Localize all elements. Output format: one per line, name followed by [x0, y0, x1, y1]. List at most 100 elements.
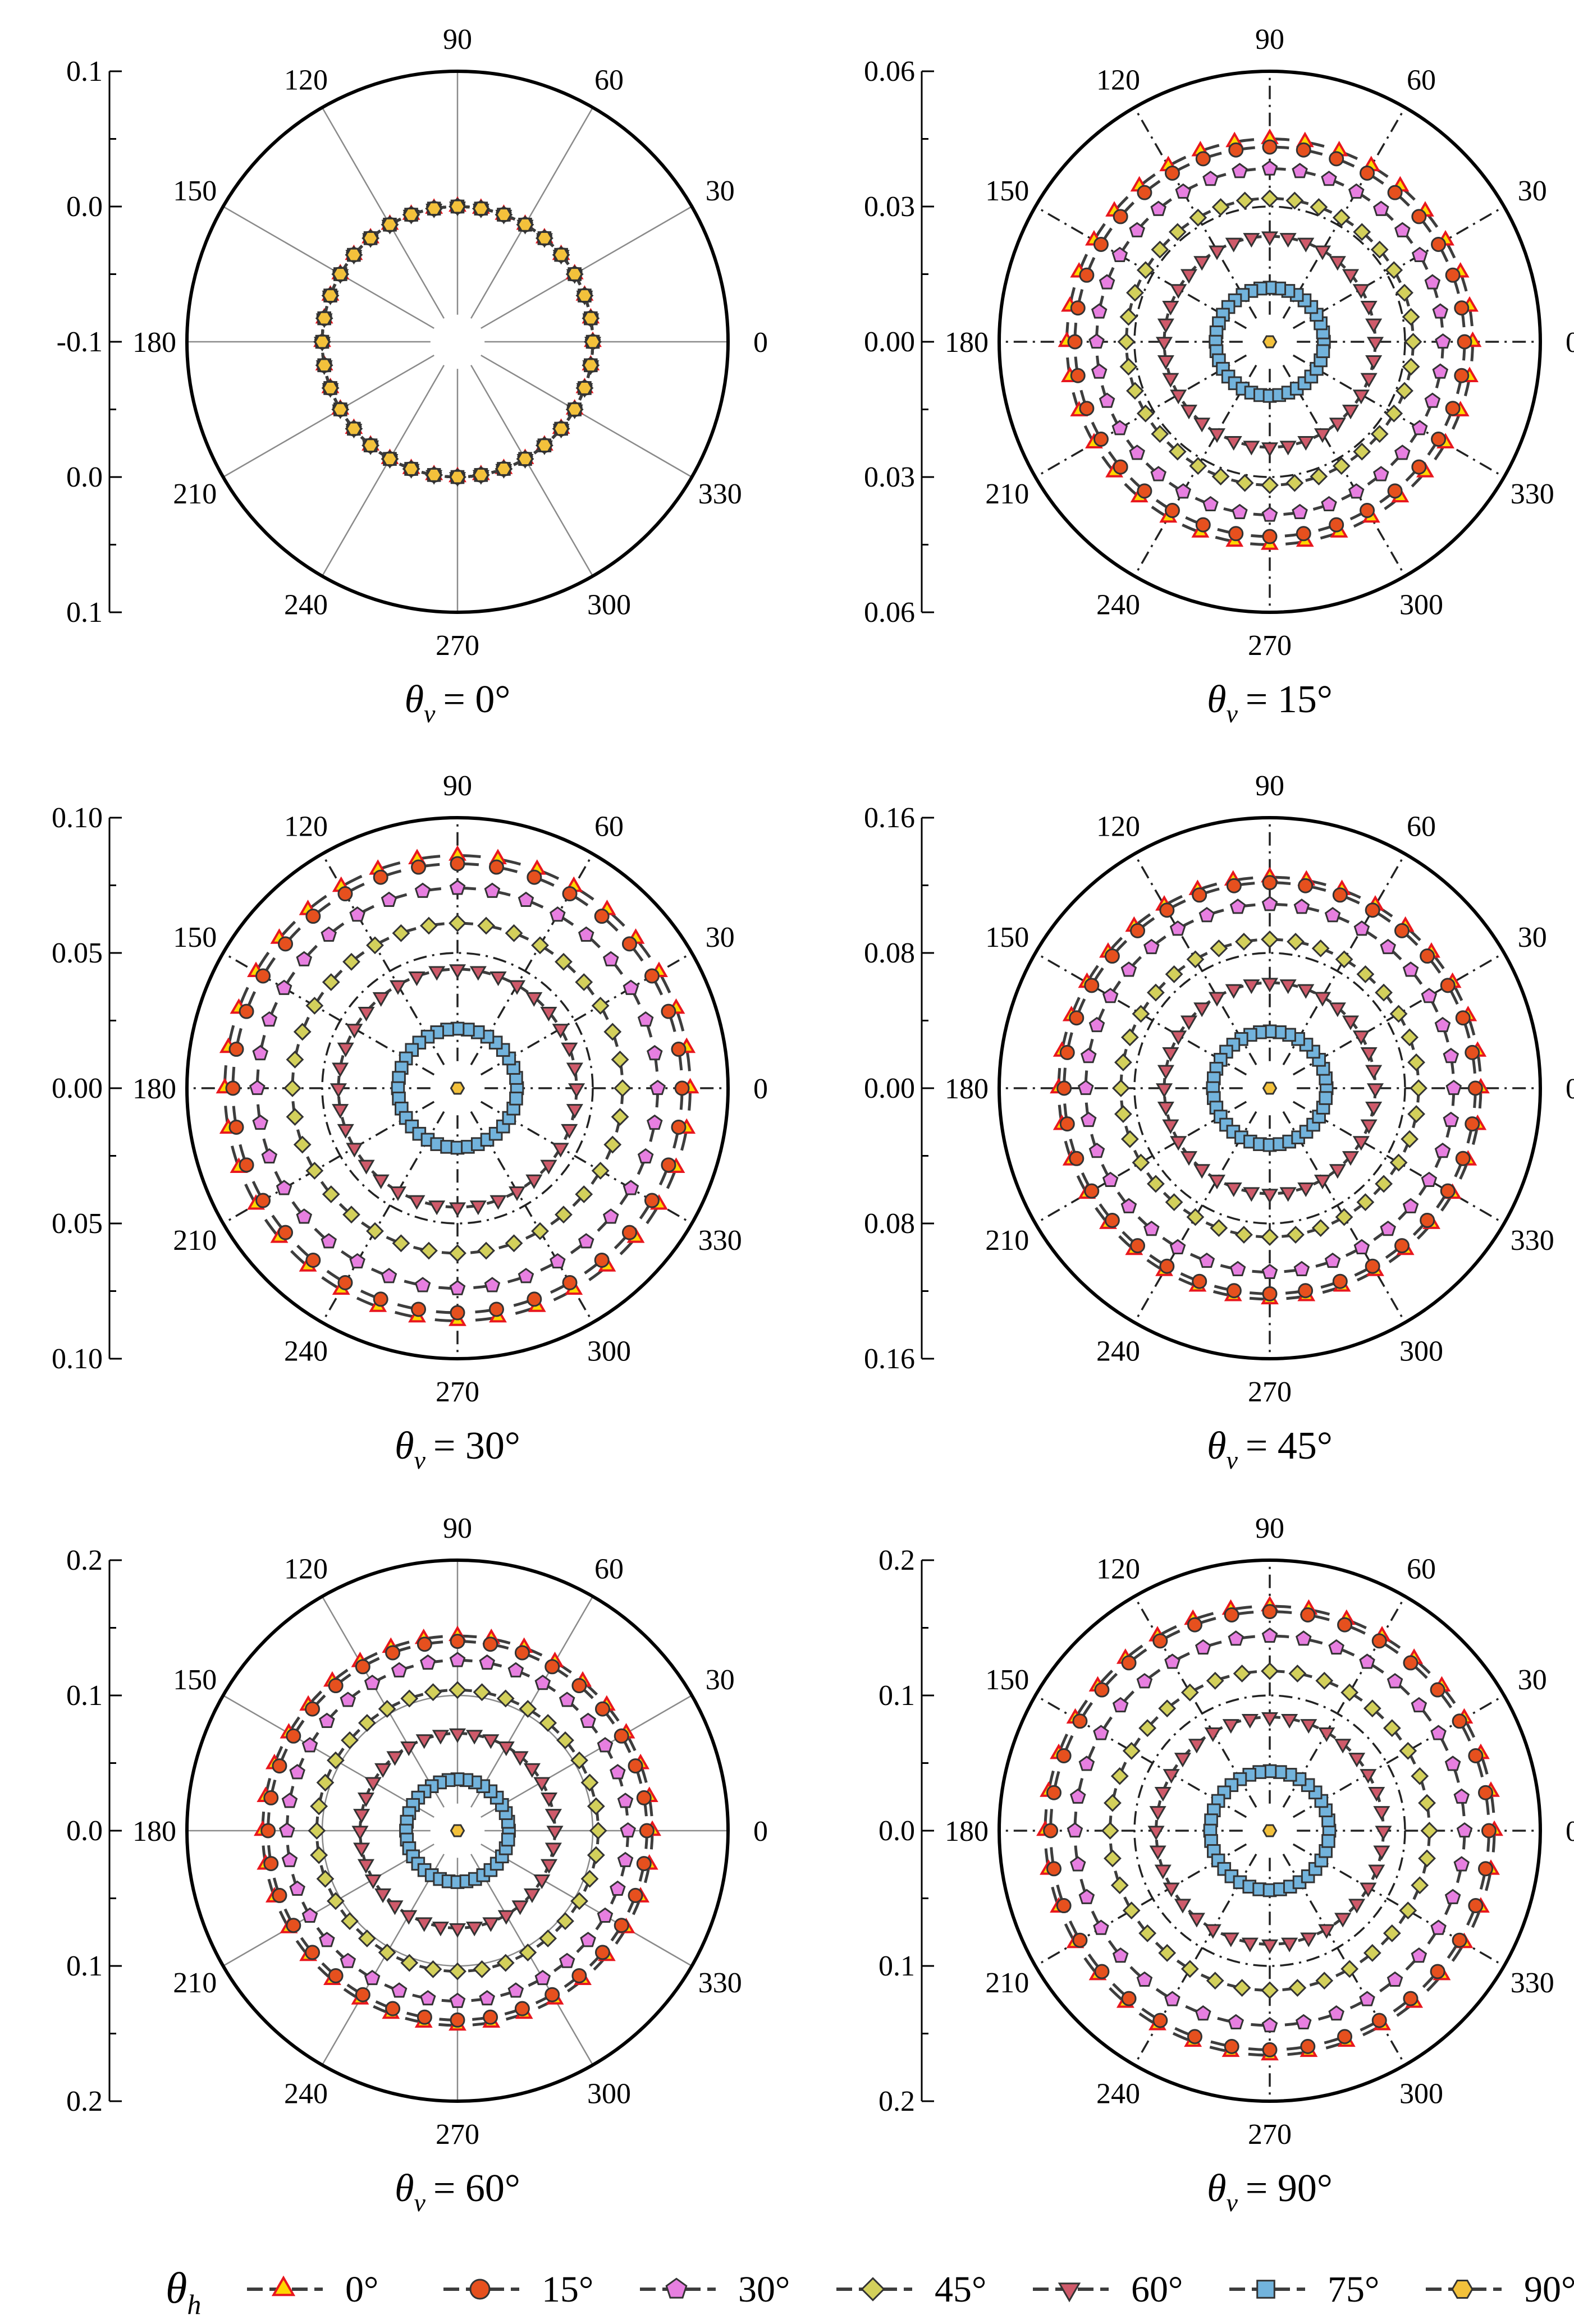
inverted-triangle-marker: [1180, 1015, 1198, 1030]
circle-marker: [1468, 1898, 1484, 1914]
hexagon-marker: [403, 208, 419, 222]
pentagon-marker: [1293, 1260, 1310, 1276]
diamond-marker: [1206, 1972, 1224, 1990]
diamond-marker: [1383, 1719, 1401, 1738]
circle-marker: [305, 1701, 321, 1717]
circle-marker: [1430, 1682, 1445, 1698]
pentagon-marker: [1292, 503, 1308, 519]
pentagon-marker: [550, 1253, 566, 1269]
caption-symbol: θ: [395, 1424, 414, 1468]
circle-marker: [1467, 1080, 1483, 1096]
inverted-triangle-marker: [1208, 245, 1226, 260]
pentagon-marker: [665, 2277, 688, 2299]
diamond-marker: [449, 914, 466, 932]
hexagon-marker: [450, 1081, 465, 1095]
diamond-marker: [305, 1162, 324, 1180]
inverted-triangle-marker: [1243, 979, 1260, 994]
hexagon-marker: [1451, 2280, 1474, 2299]
hexagon-marker: [382, 452, 398, 466]
angle-tick-label: 210: [985, 1967, 1029, 1999]
diamond-marker: [539, 1714, 557, 1732]
circle-marker: [1440, 1183, 1456, 1199]
inverted-triangle-marker: [1366, 1083, 1384, 1098]
data-series: [1088, 160, 1451, 522]
diamond-marker: [1370, 425, 1389, 443]
data-series: [1203, 1764, 1337, 1897]
pentagon-marker: [637, 1148, 654, 1164]
pentagon-marker: [381, 1268, 397, 1284]
y-tick-label: 0.0: [878, 1815, 915, 1847]
inverted-triangle-marker: [533, 1777, 551, 1792]
circle-marker: [594, 1945, 610, 1960]
y-tick-label: 0.2: [66, 1544, 103, 1576]
diamond-marker: [449, 1244, 466, 1262]
pentagon-marker: [1321, 171, 1337, 186]
pentagon-marker: [1080, 1048, 1097, 1064]
pentagon-marker: [449, 1652, 466, 1667]
pentagon-marker: [1164, 1991, 1180, 2006]
diamond-marker: [1402, 308, 1420, 326]
circle-marker: [1159, 902, 1175, 918]
hexagon-marker: [566, 267, 583, 281]
inverted-triangle-marker: [1300, 1932, 1317, 1947]
inverted-triangle-marker: [389, 1186, 407, 1202]
pentagon-marker: [1120, 961, 1137, 977]
diamond-marker: [1211, 467, 1230, 485]
circle-marker: [278, 1225, 294, 1240]
circle-marker: [621, 1225, 637, 1240]
panel-caption: θv = 60°: [395, 2167, 520, 2217]
angle-tick-label: 60: [1407, 810, 1436, 842]
inverted-triangle-marker: [1170, 1030, 1187, 1046]
diamond-marker: [1114, 1105, 1132, 1123]
diamond-marker: [1151, 240, 1169, 259]
circle-marker: [1224, 2038, 1239, 2054]
legend-title: θh: [166, 2263, 201, 2320]
pentagon-marker: [296, 1208, 313, 1224]
hexagon-marker: [346, 247, 362, 262]
angle-tick-label: 240: [284, 1336, 328, 1368]
diamond-marker: [1189, 457, 1207, 475]
angle-tick-label: 300: [587, 2078, 631, 2110]
diamond-marker: [1186, 1208, 1205, 1226]
inverted-triangle-marker: [449, 1923, 466, 1938]
diamond-marker: [1389, 1005, 1408, 1023]
inverted-triangle-marker: [1352, 1030, 1370, 1046]
circle-marker: [1228, 526, 1244, 542]
circle-marker: [1070, 368, 1086, 383]
diamond-marker: [449, 1681, 466, 1699]
angle-tick-label: 90: [1255, 24, 1284, 56]
angle-tick-label: 270: [436, 1376, 479, 1408]
pentagon-marker: [419, 1990, 436, 2006]
caption-symbol: θ: [405, 678, 424, 721]
circle-marker: [228, 1042, 244, 1057]
inverted-triangle-marker: [1329, 256, 1346, 271]
pentagon-marker: [301, 1907, 318, 1923]
pentagon-marker: [507, 1662, 524, 1677]
inverted-triangle-marker: [1314, 1175, 1332, 1190]
pentagon-marker: [1443, 1048, 1459, 1064]
pentagon-marker: [301, 1737, 318, 1753]
hexagon-marker: [425, 201, 442, 216]
diamond-marker: [420, 1241, 438, 1260]
diamond-marker: [1383, 1924, 1401, 1942]
inverted-triangle-marker: [408, 971, 425, 987]
diamond-marker: [1375, 1175, 1393, 1193]
diamond-marker: [1165, 965, 1183, 983]
diamond-marker: [316, 1869, 335, 1888]
inverted-triangle-marker: [552, 1024, 569, 1039]
pentagon-marker: [289, 1764, 305, 1780]
pentagon-marker: [646, 1045, 663, 1061]
y-tick-label: 0.1: [66, 597, 103, 629]
angle-tick-label: 180: [945, 1073, 989, 1105]
circle-marker: [1187, 1617, 1202, 1633]
circle-marker: [1394, 1238, 1410, 1254]
diamond-marker: [1136, 404, 1155, 423]
circle-marker: [1152, 1633, 1168, 1649]
circle-marker: [1164, 165, 1180, 181]
circle-marker: [1481, 1823, 1497, 1839]
pentagon-marker: [1430, 1919, 1447, 1935]
radial-gridline: [222, 1694, 434, 1818]
pentagon-marker: [1421, 1171, 1438, 1188]
circle-marker: [1337, 2029, 1353, 2045]
circle-marker: [1360, 503, 1375, 519]
